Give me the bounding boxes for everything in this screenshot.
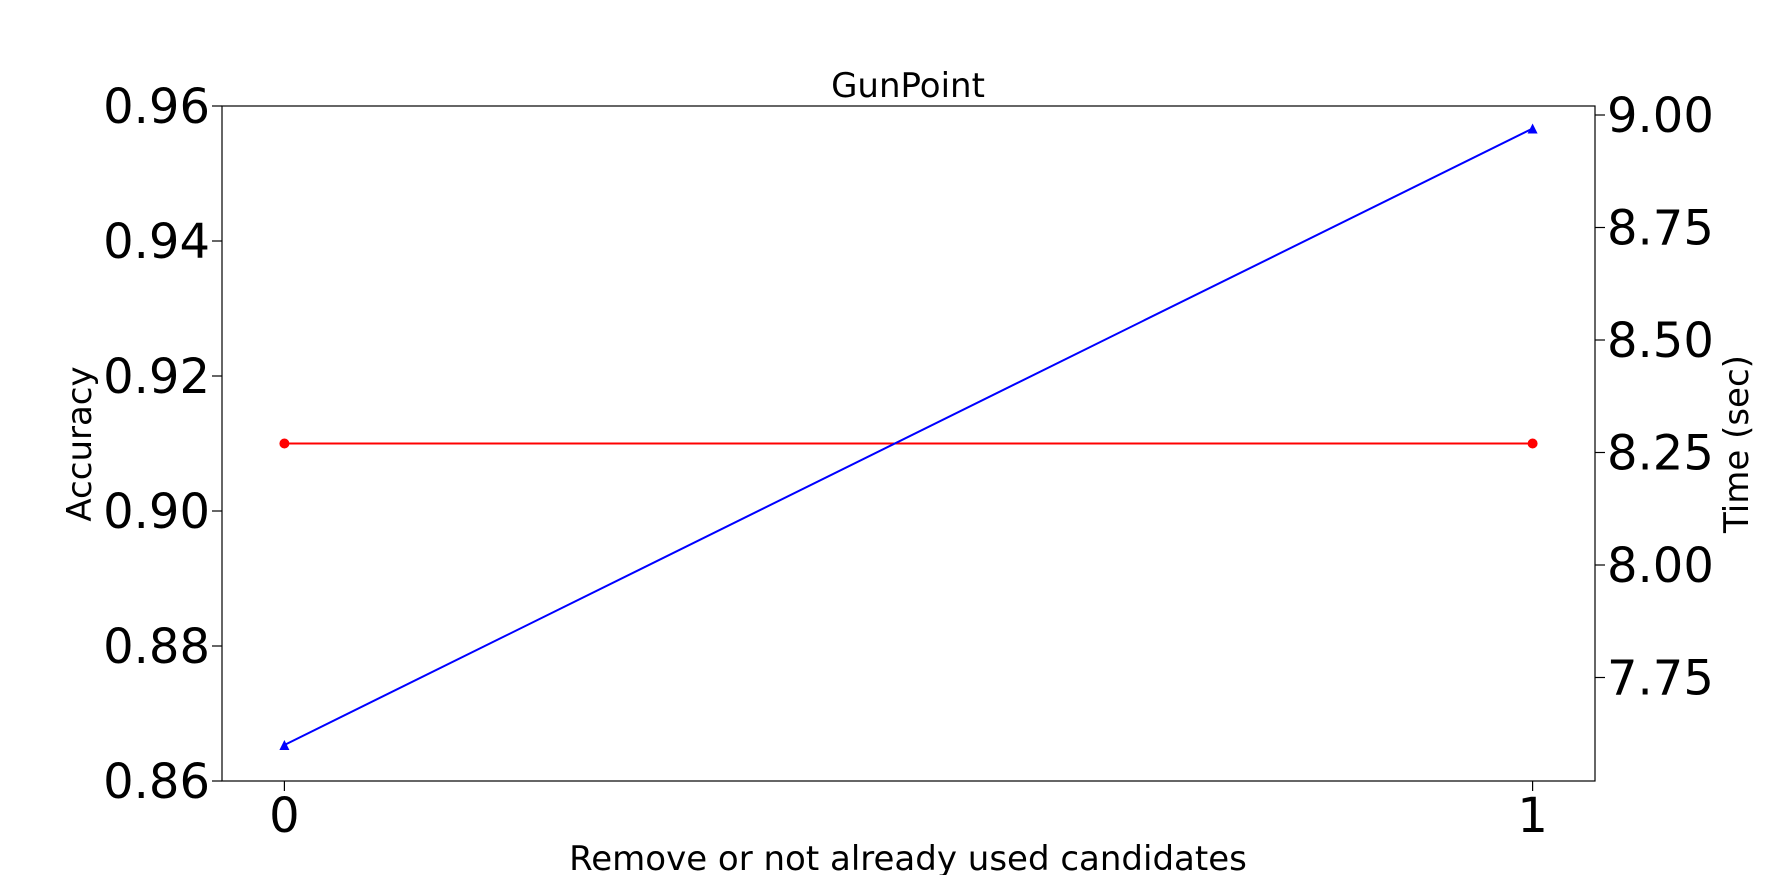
y-tick-label: 0.90 bbox=[103, 484, 210, 540]
y-tick-label: 0.92 bbox=[103, 349, 210, 405]
y2-tick-label: 8.25 bbox=[1607, 426, 1714, 482]
y-tick-label: 0.94 bbox=[103, 214, 210, 270]
y2-tick-label: 8.00 bbox=[1607, 538, 1714, 594]
data-point-circle bbox=[1527, 438, 1538, 449]
y-tick-label: 0.86 bbox=[103, 754, 210, 810]
series-layer bbox=[279, 123, 1538, 750]
y-tick-label: 0.96 bbox=[103, 79, 210, 135]
x-tick-label: 0 bbox=[269, 788, 300, 844]
data-point-triangle bbox=[279, 740, 290, 750]
ticks-layer: 0.86 0.88 0.90 0.92 0.94 0.96 7.75 8.00 8.25 8.50… bbox=[103, 79, 1714, 844]
y2-axis-title: Time (sec) bbox=[1717, 355, 1757, 534]
y-axis-title: Accuracy bbox=[60, 366, 100, 521]
y2-tick-label: 8.50 bbox=[1607, 313, 1714, 369]
y-tick-label: 0.88 bbox=[103, 619, 210, 675]
chart-title: GunPoint bbox=[831, 66, 985, 106]
x-tick-label: 1 bbox=[1517, 788, 1548, 844]
data-point-circle bbox=[279, 438, 290, 449]
y2-tick-label: 9.00 bbox=[1607, 88, 1714, 144]
y2-tick-label: 7.75 bbox=[1607, 651, 1714, 707]
y2-tick-label: 8.75 bbox=[1607, 201, 1714, 257]
data-point-triangle bbox=[1527, 123, 1538, 134]
x-axis-title: Remove or not already used candidates bbox=[569, 839, 1247, 875]
series-line-1 bbox=[283, 127, 1534, 746]
